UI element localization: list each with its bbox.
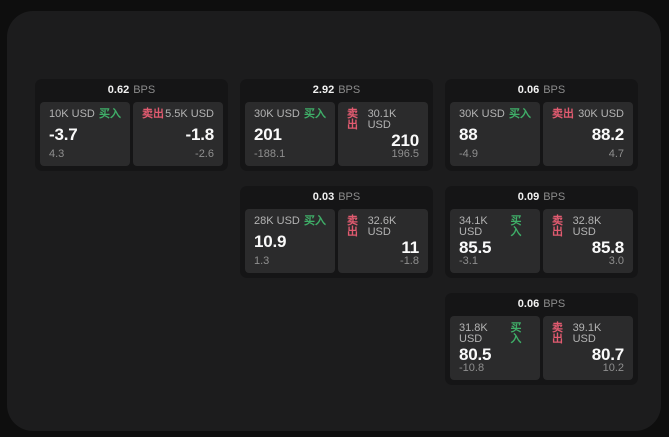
buy-price: 10.9	[254, 232, 287, 251]
sell-quote-button[interactable]: 卖出 30.1K USD 210 196.5	[338, 102, 428, 166]
buy-quote-button[interactable]: 30K USD 买入 201 -188.1	[245, 102, 335, 166]
bps-unit-label: BPS	[543, 191, 566, 203]
sell-delta: 4.7	[608, 148, 624, 160]
buy-delta: 4.3	[49, 148, 65, 160]
sell-quote-button[interactable]: 卖出 30K USD 88.2 4.7	[543, 102, 633, 166]
quote-card: 0.06 BPS 31.8K USD 买入 80.5 -10.8 卖出 39.1…	[445, 293, 638, 385]
buy-delta: -10.8	[459, 362, 485, 374]
spread-value: 2.92	[312, 84, 335, 96]
bps-unit-label: BPS	[338, 84, 361, 96]
sell-badge: 卖出	[552, 215, 563, 238]
buy-delta: 1.3	[254, 255, 270, 267]
buy-badge: 买入	[99, 108, 121, 120]
sell-badge: 卖出	[552, 322, 563, 345]
bps-unit-label: BPS	[543, 298, 566, 310]
buy-price: 85.5	[459, 237, 492, 257]
sell-price: 88.2	[591, 125, 624, 144]
sell-size: 32.6K USD	[367, 215, 397, 238]
buy-badge: 买入	[304, 108, 326, 120]
sell-badge: 卖出	[347, 215, 358, 238]
bps-unit-label: BPS	[338, 191, 361, 203]
buy-quote-button[interactable]: 28K USD 买入 10.9 1.3	[245, 209, 335, 273]
sell-badge: 卖出	[552, 108, 574, 120]
spread-value: 0.06	[517, 84, 540, 96]
buy-size: 31.8K USD	[459, 322, 488, 345]
bps-unit-label: BPS	[133, 84, 156, 96]
buy-quote-button[interactable]: 30K USD 买入 88 -4.9	[450, 102, 540, 166]
spread-value: 0.62	[107, 84, 130, 96]
sell-delta: 10.2	[602, 362, 624, 374]
quote-card: 2.92 BPS 30K USD 买入 201 -188.1 卖出 30.1K …	[240, 79, 433, 171]
sell-badge: 卖出	[142, 108, 164, 120]
sell-delta: 196.5	[391, 148, 419, 160]
spread-value: 0.09	[517, 191, 540, 203]
sell-price: 210	[391, 130, 419, 150]
spread-value: 0.06	[517, 298, 540, 310]
sell-size: 30K USD	[578, 108, 624, 120]
sell-badge: 卖出	[347, 108, 358, 131]
quote-card: 0.06 BPS 30K USD 买入 88 -4.9 卖出 30K USD	[445, 79, 638, 171]
sell-price: 85.8	[591, 237, 624, 257]
sell-size: 5.5K USD	[165, 108, 214, 120]
sell-quote-button[interactable]: 卖出 5.5K USD -1.8 -2.6	[133, 102, 223, 166]
trading-panel: 0.62 BPS 10K USD 买入 -3.7 4.3 卖出 5.5K USD	[7, 11, 661, 431]
buy-price: 88	[459, 125, 478, 144]
buy-price: -3.7	[49, 125, 78, 144]
spread-header: 2.92 BPS	[245, 79, 428, 102]
buy-badge: 买入	[304, 215, 326, 227]
sell-size: 32.8K USD	[572, 215, 602, 238]
buy-delta: -3.1	[459, 255, 478, 267]
sell-delta: 3.0	[608, 255, 624, 267]
sell-quote-button[interactable]: 卖出 32.6K USD 11 -1.8	[338, 209, 428, 273]
sell-price: 80.7	[591, 344, 624, 364]
quote-card: 0.62 BPS 10K USD 买入 -3.7 4.3 卖出 5.5K USD	[35, 79, 228, 171]
buy-size: 30K USD	[254, 108, 300, 120]
sell-delta: -1.8	[400, 255, 419, 267]
spread-header: 0.62 BPS	[40, 79, 223, 102]
buy-badge: 买入	[509, 108, 531, 120]
quote-card-grid: 0.62 BPS 10K USD 买入 -3.7 4.3 卖出 5.5K USD	[35, 79, 638, 385]
spread-header: 0.06 BPS	[450, 293, 633, 316]
spread-header: 0.06 BPS	[450, 79, 633, 102]
buy-size: 30K USD	[459, 108, 505, 120]
buy-quote-button[interactable]: 10K USD 买入 -3.7 4.3	[40, 102, 130, 166]
spread-value: 0.03	[312, 191, 335, 203]
sell-quote-button[interactable]: 卖出 39.1K USD 80.7 10.2	[543, 316, 633, 380]
buy-quote-button[interactable]: 34.1K USD 买入 85.5 -3.1	[450, 209, 540, 273]
sell-price: -1.8	[185, 125, 215, 144]
bps-unit-label: BPS	[543, 84, 566, 96]
buy-quote-button[interactable]: 31.8K USD 买入 80.5 -10.8	[450, 316, 540, 380]
sell-quote-button[interactable]: 卖出 32.8K USD 85.8 3.0	[543, 209, 633, 273]
buy-delta: -4.9	[459, 148, 478, 160]
quote-card: 0.09 BPS 34.1K USD 买入 85.5 -3.1 卖出 32.8K…	[445, 186, 638, 278]
buy-badge: 买入	[510, 322, 522, 345]
spread-header: 0.09 BPS	[450, 186, 633, 209]
buy-badge: 买入	[510, 215, 522, 238]
buy-delta: -188.1	[254, 148, 286, 160]
quote-card: 0.03 BPS 28K USD 买入 10.9 1.3 卖出 32.6K US…	[240, 186, 433, 278]
sell-size: 30.1K USD	[367, 108, 397, 131]
buy-price: 80.5	[459, 344, 492, 364]
buy-price: 201	[254, 125, 282, 144]
spread-header: 0.03 BPS	[245, 186, 428, 209]
sell-delta: -2.6	[195, 148, 214, 160]
buy-size: 28K USD	[254, 215, 300, 227]
buy-size: 10K USD	[49, 108, 95, 120]
sell-size: 39.1K USD	[572, 322, 602, 345]
buy-size: 34.1K USD	[459, 215, 488, 238]
sell-price: 11	[401, 237, 419, 257]
